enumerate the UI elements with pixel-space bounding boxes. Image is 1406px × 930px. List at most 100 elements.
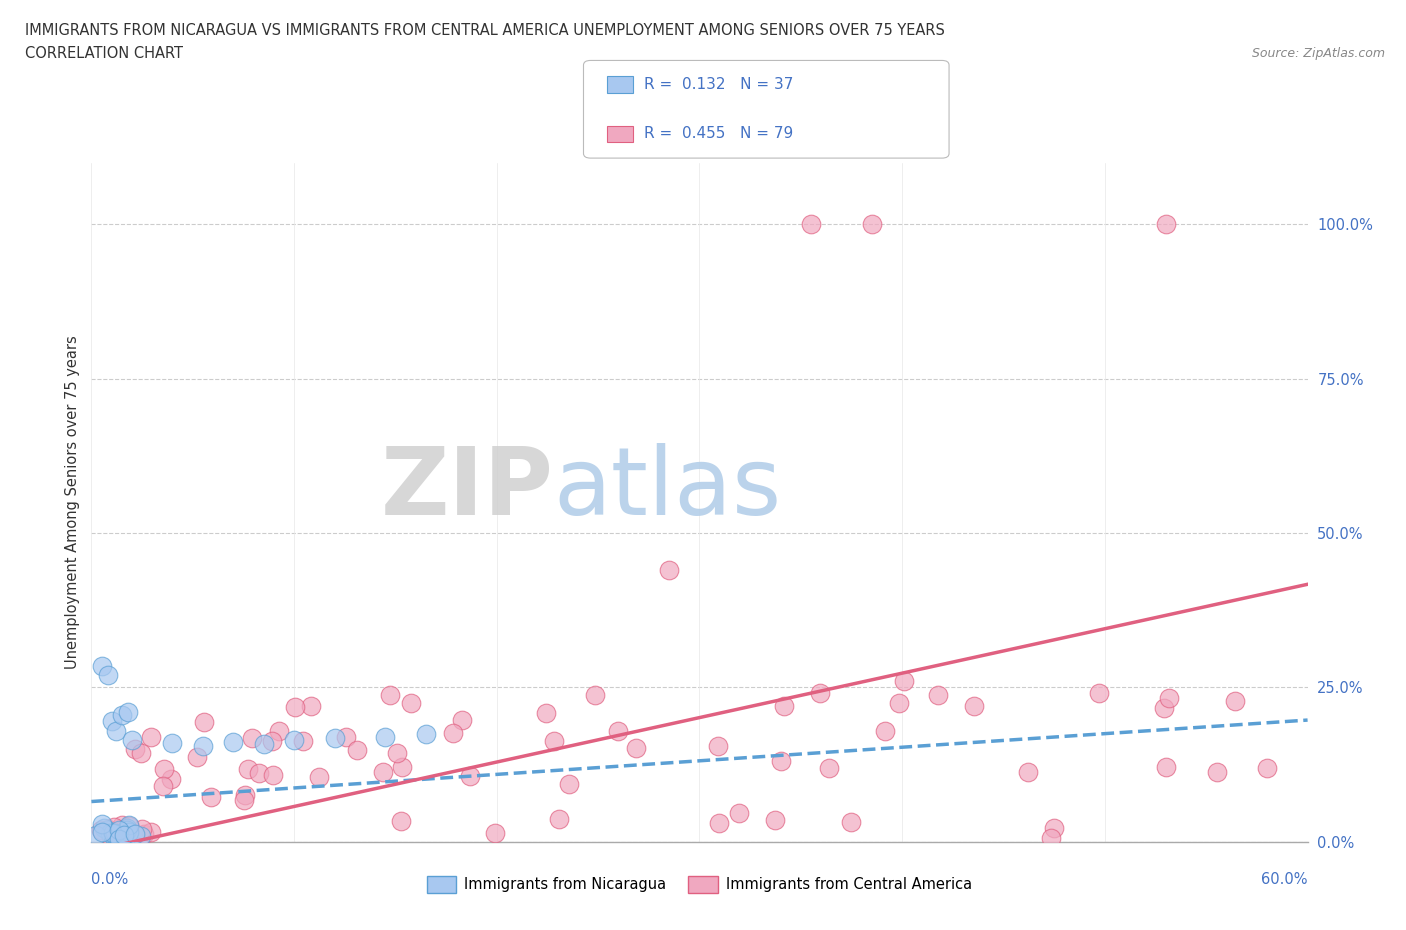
Point xyxy=(118,818,141,833)
Point xyxy=(624,740,647,755)
Point xyxy=(1156,759,1178,774)
Point xyxy=(800,217,823,232)
Point xyxy=(839,815,862,830)
Point xyxy=(91,817,114,831)
Y-axis label: Unemployment Among Seniors over 75 years: Unemployment Among Seniors over 75 years xyxy=(65,336,80,669)
Point xyxy=(658,563,681,578)
Point xyxy=(267,724,290,738)
Point xyxy=(236,762,259,777)
Point xyxy=(233,792,256,807)
Text: 0.0%: 0.0% xyxy=(91,872,128,887)
Point xyxy=(103,830,125,844)
Point xyxy=(262,767,284,782)
Point xyxy=(1157,690,1180,705)
Point xyxy=(89,822,111,837)
Point xyxy=(101,826,124,841)
Point xyxy=(399,696,422,711)
Point xyxy=(887,695,910,710)
Text: R =  0.132   N = 37: R = 0.132 N = 37 xyxy=(644,77,793,92)
Point xyxy=(817,760,839,775)
Point xyxy=(763,813,786,828)
Point xyxy=(391,760,413,775)
Point xyxy=(262,734,284,749)
Point xyxy=(117,827,139,842)
Point xyxy=(141,729,163,744)
Point xyxy=(299,699,322,714)
Point xyxy=(124,741,146,756)
Point xyxy=(112,821,135,836)
Point xyxy=(323,731,346,746)
Point xyxy=(162,736,184,751)
Point xyxy=(415,726,437,741)
Point xyxy=(927,687,949,702)
Text: 60.0%: 60.0% xyxy=(1261,872,1308,887)
Point xyxy=(110,828,132,843)
Point xyxy=(121,733,143,748)
Point xyxy=(118,825,141,840)
Point xyxy=(105,832,128,847)
Point xyxy=(1205,764,1227,779)
Point xyxy=(200,790,222,804)
Point xyxy=(1154,217,1177,232)
Point xyxy=(100,830,122,844)
Point xyxy=(606,724,628,738)
Text: ZIP: ZIP xyxy=(381,443,554,535)
Point xyxy=(543,734,565,749)
Point xyxy=(118,823,141,838)
Point xyxy=(111,708,134,723)
Point xyxy=(98,826,121,841)
Point xyxy=(111,817,134,832)
Point xyxy=(153,762,176,777)
Point xyxy=(875,724,897,738)
Point xyxy=(385,746,408,761)
Point xyxy=(131,821,153,836)
Point xyxy=(129,829,152,844)
Point xyxy=(253,737,276,751)
Point xyxy=(371,764,394,779)
Point xyxy=(374,729,396,744)
Point xyxy=(118,817,141,832)
Point xyxy=(291,734,314,749)
Point xyxy=(963,698,986,713)
Text: atlas: atlas xyxy=(554,443,782,535)
Point xyxy=(117,705,139,720)
Text: IMMIGRANTS FROM NICARAGUA VS IMMIGRANTS FROM CENTRAL AMERICA UNEMPLOYMENT AMONG : IMMIGRANTS FROM NICARAGUA VS IMMIGRANTS … xyxy=(25,23,945,38)
Point xyxy=(104,724,127,738)
Point xyxy=(1039,830,1062,845)
Point xyxy=(97,668,120,683)
Point xyxy=(186,750,208,764)
Point xyxy=(108,831,131,846)
Point xyxy=(112,828,135,843)
Point xyxy=(222,734,245,749)
Point xyxy=(451,712,474,727)
Point xyxy=(160,771,183,786)
Point xyxy=(458,769,481,784)
Point xyxy=(90,658,112,673)
Point xyxy=(441,725,464,740)
Point xyxy=(134,826,156,841)
Point xyxy=(1153,700,1175,715)
Point xyxy=(97,821,120,836)
Point xyxy=(380,687,402,702)
Legend: Immigrants from Nicaragua, Immigrants from Central America: Immigrants from Nicaragua, Immigrants fr… xyxy=(420,870,979,899)
Point xyxy=(129,745,152,760)
Point xyxy=(284,699,307,714)
Point xyxy=(283,733,305,748)
Point xyxy=(114,832,136,847)
Point xyxy=(893,674,915,689)
Point xyxy=(103,820,125,835)
Point xyxy=(233,788,256,803)
Point xyxy=(335,729,357,744)
Point xyxy=(308,769,330,784)
Point xyxy=(1223,694,1246,709)
Point xyxy=(1088,685,1111,700)
Point xyxy=(860,217,883,232)
Point xyxy=(86,828,108,843)
Point xyxy=(728,805,751,820)
Point xyxy=(772,698,794,713)
Point xyxy=(247,766,270,781)
Point xyxy=(101,826,124,841)
Point xyxy=(91,825,114,840)
Point xyxy=(769,754,792,769)
Point xyxy=(534,705,557,720)
